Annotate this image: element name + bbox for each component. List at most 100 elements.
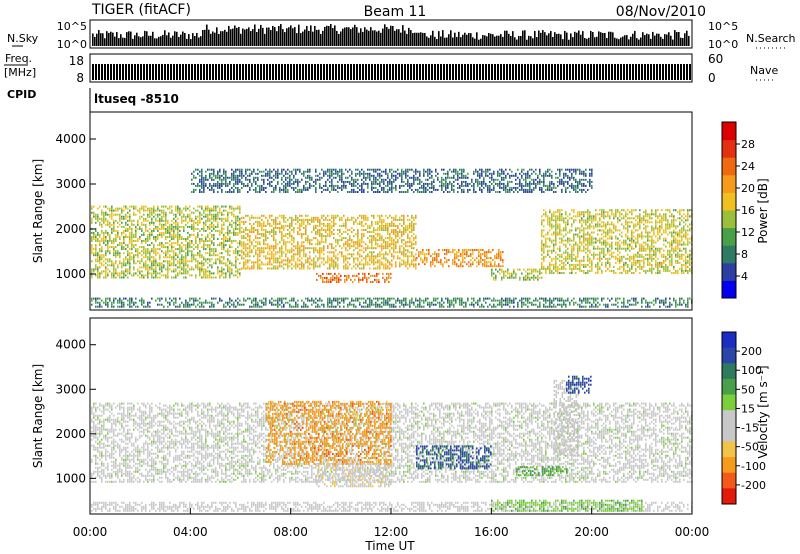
range-cell	[627, 238, 629, 240]
range-cell	[375, 247, 377, 249]
range-cell	[161, 268, 163, 270]
range-cell	[591, 270, 593, 272]
range-cell	[577, 227, 579, 229]
range-cell	[563, 264, 565, 266]
range-cell	[649, 215, 651, 217]
range-cell	[181, 272, 183, 274]
range-cell	[139, 226, 141, 228]
range-cell	[657, 229, 659, 231]
range-cell	[409, 219, 411, 221]
nave-label: Nave	[750, 64, 778, 77]
range-cell	[407, 249, 409, 251]
range-cell	[484, 265, 486, 267]
range-cell	[143, 224, 145, 226]
range-cell	[145, 256, 147, 258]
range-cell	[671, 254, 673, 256]
range-cell	[291, 219, 293, 221]
range-cell	[359, 223, 361, 225]
range-cell	[293, 231, 295, 233]
range-cell	[492, 265, 494, 267]
range-cell	[454, 253, 456, 255]
range-cell	[565, 221, 567, 223]
range-cell	[233, 274, 235, 276]
range-cell	[151, 212, 153, 214]
range-cell	[509, 277, 511, 279]
range-cell	[163, 206, 165, 208]
range-cell	[635, 268, 637, 270]
range-cell	[651, 213, 653, 215]
range-cell	[119, 218, 121, 220]
range-cell	[257, 249, 259, 251]
range-cell	[149, 214, 151, 216]
range-cell	[569, 229, 571, 231]
range-cell	[343, 243, 345, 245]
range-cell	[374, 275, 376, 277]
range-cell	[253, 265, 255, 267]
range-cell	[229, 222, 231, 224]
range-cell	[171, 270, 173, 272]
range-cell	[591, 264, 593, 266]
freq-bar	[521, 64, 523, 80]
range-cell	[287, 268, 289, 270]
range-cell	[539, 277, 541, 279]
range-cell	[591, 254, 593, 256]
range-cell	[207, 234, 209, 236]
freq-bar	[440, 64, 442, 80]
freq-bar	[128, 64, 130, 80]
range-cell	[125, 270, 127, 272]
range-cell	[399, 265, 401, 267]
range-cell	[373, 263, 375, 265]
range-cell	[191, 252, 193, 254]
range-cell	[347, 243, 349, 245]
range-cell	[231, 232, 233, 234]
range-cell	[629, 244, 631, 246]
range-cell	[677, 225, 679, 227]
noise-bar	[516, 40, 518, 46]
noise-bar	[152, 32, 154, 46]
range-cell	[413, 225, 415, 227]
range-cell	[357, 233, 359, 235]
range-cell	[291, 243, 293, 245]
range-cell	[484, 251, 486, 253]
range-cell	[363, 225, 365, 227]
range-cell	[334, 277, 336, 279]
range-cell	[545, 244, 547, 246]
range-cell	[629, 250, 631, 252]
range-cell	[95, 266, 97, 268]
noise-bar	[466, 35, 468, 46]
range-cell	[167, 272, 169, 274]
noise-bar	[276, 31, 278, 46]
range-cell	[681, 229, 683, 231]
range-cell	[567, 262, 569, 264]
range-cell	[297, 247, 299, 249]
range-cell	[603, 242, 605, 244]
range-cell	[323, 245, 325, 247]
range-cell	[653, 252, 655, 254]
range-cell	[581, 225, 583, 227]
range-cell	[659, 227, 661, 229]
noise-bar	[444, 38, 446, 46]
range-cell	[143, 274, 145, 276]
range-cell	[297, 241, 299, 243]
range-cell	[409, 251, 411, 253]
range-cell	[115, 210, 117, 212]
range-cell	[229, 268, 231, 270]
range-cell	[587, 272, 589, 274]
range-cell	[127, 254, 129, 256]
range-cell	[305, 261, 307, 263]
range-cell	[625, 219, 627, 221]
range-cell	[617, 219, 619, 221]
range-cell	[426, 249, 428, 251]
range-cell	[105, 262, 107, 264]
range-cell	[681, 272, 683, 274]
range-cell	[647, 234, 649, 236]
freq-bar	[224, 64, 226, 80]
range-cell	[573, 219, 575, 221]
range-cell	[229, 250, 231, 252]
range-cell	[287, 259, 289, 261]
range-cell	[675, 219, 677, 221]
range-cell	[107, 260, 109, 262]
range-cell	[229, 232, 231, 234]
range-cell	[133, 240, 135, 242]
freq-bar	[470, 64, 472, 80]
